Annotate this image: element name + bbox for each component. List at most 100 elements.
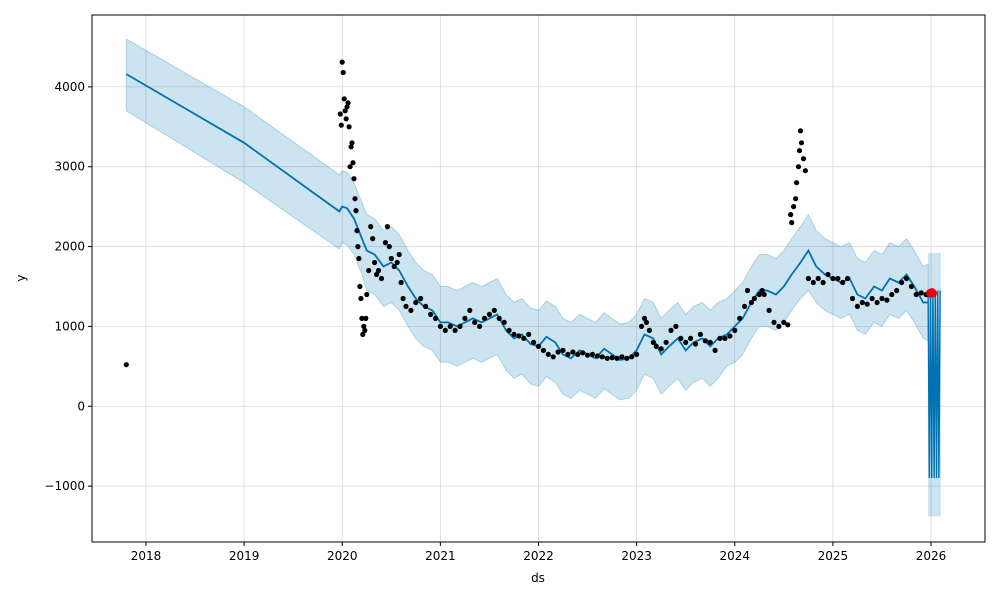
x-tick-label: 2023 xyxy=(621,549,652,563)
observed-point xyxy=(759,287,765,294)
observed-point xyxy=(350,160,356,166)
y-tick-label: 1000 xyxy=(54,319,85,333)
observed-point xyxy=(398,279,404,286)
observed-point xyxy=(629,354,635,360)
observed-point xyxy=(830,275,836,282)
observed-point xyxy=(869,295,875,302)
observed-point xyxy=(343,116,349,122)
observed-point xyxy=(378,275,385,282)
observed-point xyxy=(545,351,551,357)
observed-point xyxy=(386,244,392,250)
observed-point xyxy=(491,307,497,313)
y-axis-ticks: −1000 0 1000 2000 3000 4000 xyxy=(44,80,92,493)
observed-point xyxy=(526,331,532,337)
observed-point xyxy=(737,315,743,321)
observed-point xyxy=(673,323,679,329)
observed-point xyxy=(825,271,831,278)
y-tick-label: −1000 xyxy=(44,479,85,493)
observed-point xyxy=(358,295,364,302)
observed-point xyxy=(702,338,708,344)
y-tick-label: 3000 xyxy=(54,160,85,174)
observed-point xyxy=(874,299,880,306)
observed-point xyxy=(363,315,369,321)
observed-point xyxy=(403,303,409,309)
observed-point xyxy=(442,327,448,333)
observed-point xyxy=(423,303,429,309)
observed-point xyxy=(643,319,650,325)
observed-point xyxy=(864,301,870,307)
observed-point xyxy=(761,291,767,298)
observed-point xyxy=(356,255,362,262)
observed-point xyxy=(349,140,355,146)
x-tick-label: 2018 xyxy=(131,549,162,563)
observed-point xyxy=(609,355,615,361)
observed-point xyxy=(624,355,630,361)
observed-point xyxy=(899,279,905,286)
observed-point xyxy=(683,339,689,345)
observed-point xyxy=(357,283,363,290)
x-tick-label: 2026 xyxy=(916,549,947,563)
observed-point xyxy=(347,164,353,170)
observed-point xyxy=(776,323,782,329)
observed-point xyxy=(619,354,625,360)
observed-point xyxy=(692,341,699,347)
observed-point xyxy=(604,355,610,361)
y-axis-label: y xyxy=(14,274,28,281)
observed-point xyxy=(744,287,751,294)
observed-point xyxy=(348,144,354,150)
observed-point xyxy=(717,335,723,341)
observed-point xyxy=(589,351,596,357)
observed-point xyxy=(467,307,473,313)
observed-point xyxy=(707,339,713,345)
observed-point xyxy=(531,339,537,345)
observed-point xyxy=(835,275,841,282)
observed-point xyxy=(353,208,359,214)
observed-point xyxy=(447,323,453,329)
observed-point xyxy=(452,327,458,333)
highlighted-points-group xyxy=(926,288,937,298)
observed-point xyxy=(638,323,645,329)
observed-point xyxy=(506,327,512,333)
observed-point xyxy=(364,291,370,298)
observed-point xyxy=(370,236,376,242)
x-tick-label: 2021 xyxy=(425,549,456,563)
x-tick-label: 2022 xyxy=(523,549,554,563)
observed-point xyxy=(805,275,812,282)
observed-point xyxy=(472,319,478,325)
observed-point xyxy=(697,331,704,337)
observed-point xyxy=(797,128,804,134)
observed-point xyxy=(903,275,910,282)
observed-point xyxy=(789,220,795,226)
observed-point xyxy=(501,319,507,325)
observed-point xyxy=(791,204,797,210)
x-tick-label: 2020 xyxy=(327,549,358,563)
observed-point xyxy=(751,295,758,302)
observed-point xyxy=(742,303,748,309)
observed-point xyxy=(913,291,919,298)
observed-point xyxy=(585,352,591,358)
observed-point xyxy=(788,212,794,218)
observed-point xyxy=(641,315,648,321)
observed-point xyxy=(796,148,803,154)
observed-point xyxy=(678,335,684,341)
observed-point xyxy=(879,295,885,302)
observed-point xyxy=(408,307,414,313)
observed-point xyxy=(918,290,924,296)
observed-point xyxy=(550,354,556,360)
observed-point xyxy=(432,315,439,321)
observed-point xyxy=(854,303,861,309)
observed-point xyxy=(362,327,368,333)
observed-point xyxy=(341,96,347,102)
observed-point xyxy=(798,140,805,146)
observed-point xyxy=(712,347,718,353)
observed-point xyxy=(653,343,659,349)
observed-point xyxy=(338,122,344,128)
observed-point xyxy=(428,311,434,317)
y-tick-label: 2000 xyxy=(54,240,85,254)
observed-point xyxy=(355,244,361,250)
observed-point xyxy=(418,295,424,302)
observed-point xyxy=(413,299,419,306)
observed-point xyxy=(516,333,522,339)
y-tick-label: 0 xyxy=(77,399,85,413)
